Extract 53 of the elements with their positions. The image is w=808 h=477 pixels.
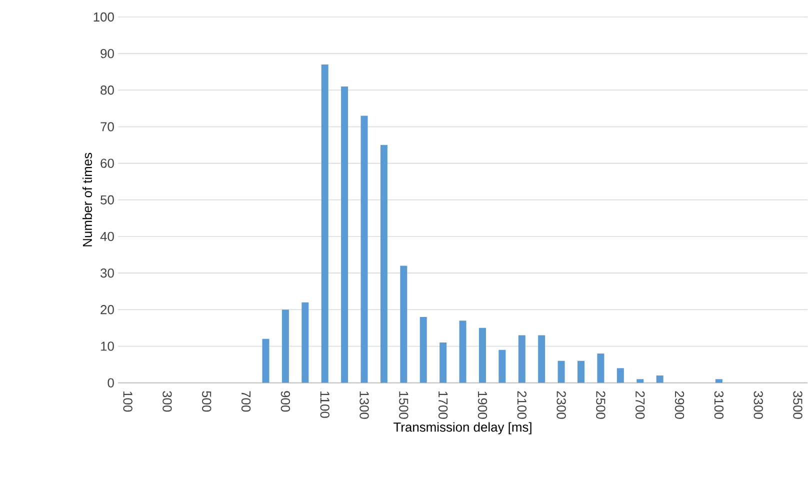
x-tick-label: 2300 [556,391,566,419]
y-tick-label: 30 [100,268,114,278]
bar [558,360,565,383]
x-tick-label: 2100 [517,391,526,419]
x-tick-label: 3500 [793,391,802,419]
x-tick-label: 2900 [674,391,684,419]
x-tick-label: 1900 [478,392,488,419]
y-tick-label: 70 [100,122,114,132]
bar [597,354,604,383]
bar [478,328,486,383]
bar [636,379,644,383]
x-tick-label: 700 [241,391,251,412]
x-tick-label: 500 [202,391,212,412]
x-tick-label: 2500 [596,391,606,419]
bar [341,86,348,383]
x-tick-label: 1700 [438,392,448,419]
x-tick-label: 2700 [636,391,645,419]
bar [715,379,722,383]
y-tick-label: 100 [94,12,114,22]
x-tick-label: 900 [280,391,290,412]
y-tick-label: 20 [100,305,114,314]
x-tick-label: 300 [162,391,172,412]
y-axis-title: Number of times [82,153,92,246]
bar [498,350,506,383]
bar [360,116,368,383]
bar [420,317,427,383]
bar [380,145,388,383]
bar [518,335,526,383]
bar [262,339,270,383]
bar [578,360,584,383]
x-tick-label: 1300 [360,392,369,419]
y-tick-label: 10 [101,342,114,351]
bar [656,376,664,383]
bar [538,335,546,383]
bar [282,310,289,383]
x-tick-label: 100 [123,392,132,412]
y-tick-label: 90 [100,49,114,58]
x-tick-label: 1500 [399,392,408,419]
y-tick-label: 60 [100,158,114,168]
x-tick-label: 3300 [754,391,763,419]
y-tick-label: 50 [100,195,114,205]
y-tick-label: 40 [100,232,114,242]
bar [400,266,408,383]
y-tick-label: 80 [100,86,114,95]
bar [440,342,447,383]
bar [321,64,328,383]
bar [616,368,624,383]
bar [302,302,309,383]
x-tick-label: 1100 [320,392,330,418]
x-axis-title: Transmission delay [ms] [394,422,532,434]
x-tick-label: 3100 [714,391,724,419]
y-tick-label: 0 [108,378,114,388]
bar [459,320,466,383]
